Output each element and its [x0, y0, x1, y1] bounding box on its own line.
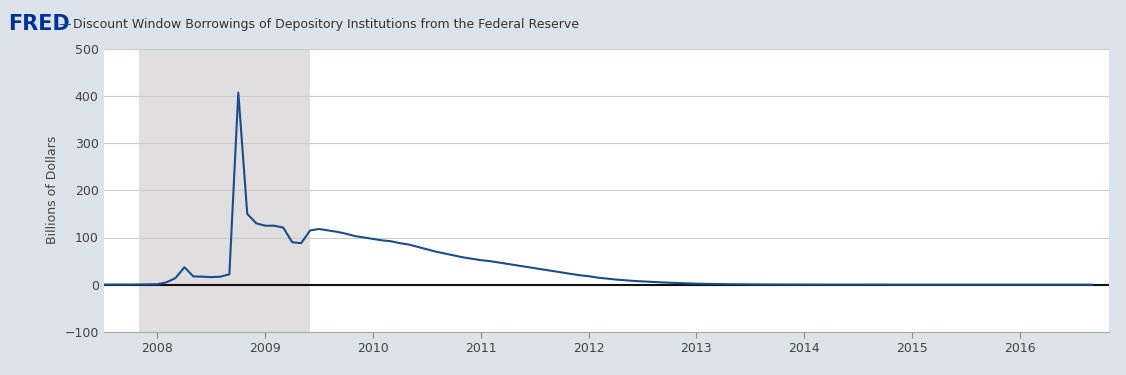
Bar	[140, 49, 310, 332]
Text: FRED: FRED	[8, 14, 70, 34]
Y-axis label: Billions of Dollars: Billions of Dollars	[46, 136, 59, 244]
Text: —: —	[59, 18, 71, 31]
Text: Discount Window Borrowings of Depository Institutions from the Federal Reserve: Discount Window Borrowings of Depository…	[73, 18, 579, 31]
